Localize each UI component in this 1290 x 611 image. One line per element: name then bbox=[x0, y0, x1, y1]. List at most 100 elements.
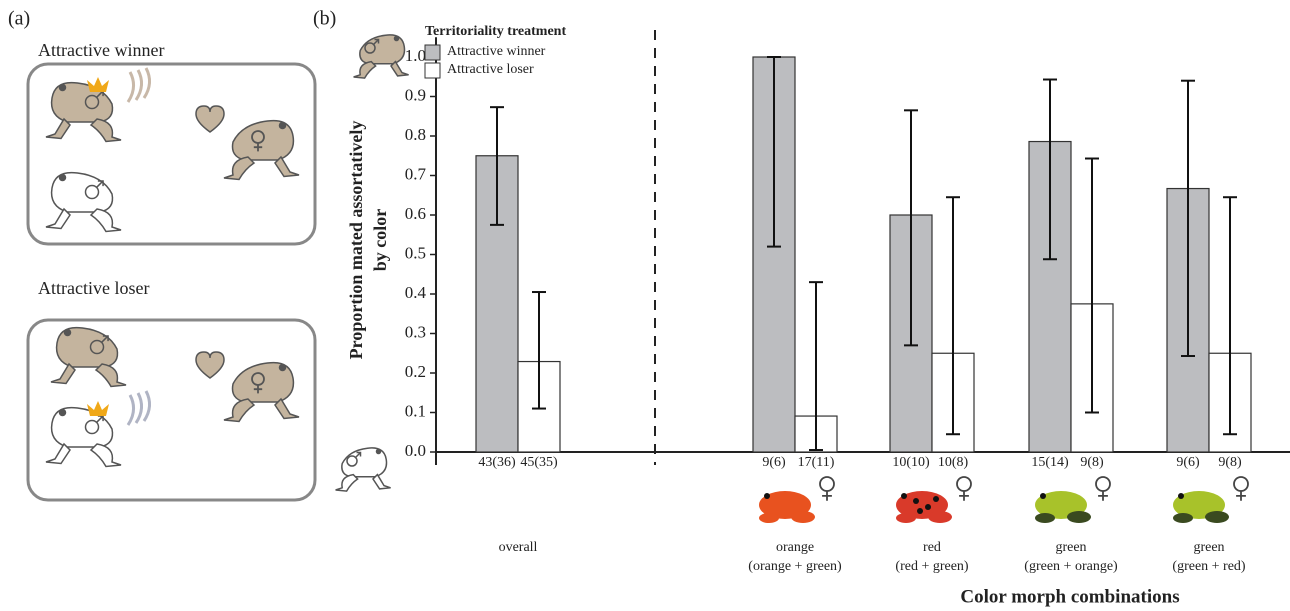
category-label: green bbox=[1193, 540, 1224, 555]
frog-photo-eye bbox=[901, 493, 907, 499]
female-symbol bbox=[1234, 477, 1248, 491]
y-axis-label: by color bbox=[370, 209, 390, 272]
panel-label: (b) bbox=[313, 8, 336, 30]
frog-leg bbox=[275, 399, 299, 419]
frog-leg bbox=[373, 475, 391, 489]
frog-icon bbox=[51, 328, 126, 387]
y-tick-label: 0.1 bbox=[405, 401, 426, 420]
frog-leg bbox=[96, 364, 126, 387]
figure: (a) Attractive winner Attractive loser (… bbox=[0, 0, 1290, 611]
frog-photo-leg bbox=[759, 513, 779, 523]
legend-swatch bbox=[425, 45, 440, 60]
y-tick-label: 0.5 bbox=[405, 243, 426, 262]
frog-eye bbox=[279, 122, 287, 130]
frog-photo-eye bbox=[764, 493, 770, 499]
frog-photo-eye bbox=[1040, 493, 1046, 499]
sound-wave bbox=[128, 72, 134, 102]
frog-icon bbox=[46, 83, 121, 142]
y-tick-label: 0.9 bbox=[405, 85, 426, 104]
frog-eye bbox=[59, 174, 67, 182]
y-tick-label: 0.7 bbox=[405, 164, 427, 183]
frog-icon bbox=[224, 363, 299, 422]
x-axis-label: Color morph combinations bbox=[960, 586, 1179, 607]
heart bbox=[196, 106, 224, 132]
female-symbol bbox=[957, 477, 971, 491]
legend-swatch bbox=[425, 63, 440, 78]
category-label: green bbox=[1055, 540, 1086, 555]
scenario-title: Attractive loser bbox=[38, 278, 149, 298]
y-tick-label: 0.0 bbox=[405, 441, 426, 460]
y-tick-label: 0.4 bbox=[405, 283, 427, 302]
frog-photo-eye bbox=[1178, 493, 1184, 499]
frog-eye bbox=[59, 409, 67, 417]
sample-size: 9(8) bbox=[1218, 455, 1242, 470]
frog-icon bbox=[354, 35, 409, 78]
legend-label: Attractive loser bbox=[447, 62, 534, 77]
frog-icon bbox=[336, 448, 391, 491]
sample-size: 9(6) bbox=[762, 455, 786, 470]
sound-wave bbox=[128, 395, 134, 425]
frog-leg bbox=[46, 209, 70, 229]
female-symbol bbox=[820, 477, 834, 491]
category-label: red bbox=[923, 540, 941, 555]
category-label: orange bbox=[776, 540, 814, 555]
frog-leg bbox=[91, 444, 121, 467]
frog-photo-spot bbox=[933, 496, 939, 502]
category-note: (orange + green) bbox=[748, 559, 842, 574]
sample-size: 9(8) bbox=[1080, 455, 1104, 470]
frog-photo-spot bbox=[917, 508, 923, 514]
frog-photo-spot bbox=[913, 498, 919, 504]
sample-size: 10(10) bbox=[892, 455, 930, 470]
frog-leg bbox=[224, 399, 254, 422]
frog-photo-leg bbox=[791, 511, 815, 523]
frog-photo-spot bbox=[925, 504, 931, 510]
sample-size: 17(11) bbox=[798, 455, 835, 470]
frog-icon bbox=[224, 121, 299, 180]
frog-photo-leg bbox=[1035, 513, 1055, 523]
category-note: (red + green) bbox=[895, 559, 969, 574]
category-label: overall bbox=[499, 540, 538, 555]
frog-eye bbox=[394, 36, 400, 42]
y-tick-label: 0.6 bbox=[405, 204, 426, 223]
sound-wave bbox=[136, 70, 142, 100]
scenario-title: Attractive winner bbox=[38, 40, 164, 60]
frog-icon bbox=[46, 408, 121, 467]
category-note: (green + red) bbox=[1172, 559, 1246, 574]
frog-photo-leg bbox=[896, 513, 916, 523]
frog-leg bbox=[51, 364, 75, 384]
frog-icon bbox=[46, 173, 121, 232]
frog-eye bbox=[376, 449, 382, 455]
sound-wave bbox=[136, 393, 142, 423]
y-tick-label: 1.0 bbox=[405, 46, 426, 65]
legend-title: Territoriality treatment bbox=[425, 24, 566, 39]
y-axis-label: Proportion mated assortatively bbox=[346, 121, 366, 360]
frog-photo-leg bbox=[1173, 513, 1193, 523]
frog-eye bbox=[64, 329, 72, 337]
y-tick-label: 0.3 bbox=[405, 322, 426, 341]
frog-leg bbox=[354, 62, 376, 79]
frog-photo-leg bbox=[1067, 511, 1091, 523]
crown bbox=[87, 401, 109, 416]
female-symbol bbox=[1096, 477, 1110, 491]
frog-leg bbox=[46, 119, 70, 139]
frog-photo-leg bbox=[1205, 511, 1229, 523]
sample-size: 43(36) bbox=[478, 455, 516, 470]
sample-size: 10(8) bbox=[938, 455, 969, 470]
frog-leg bbox=[91, 209, 121, 232]
frog-leg bbox=[336, 475, 358, 492]
y-tick-label: 0.8 bbox=[405, 125, 426, 144]
female-symbol bbox=[822, 491, 832, 501]
legend-label: Attractive winner bbox=[447, 44, 546, 59]
frog-eye bbox=[279, 364, 287, 372]
panel-label: (a) bbox=[8, 8, 30, 30]
sample-size: 45(35) bbox=[520, 455, 558, 470]
sound-wave bbox=[144, 68, 150, 98]
sample-size: 9(6) bbox=[1176, 455, 1200, 470]
frog-eye bbox=[59, 84, 67, 92]
female-symbol bbox=[1236, 491, 1246, 501]
sound-wave bbox=[144, 391, 150, 421]
frog-leg bbox=[46, 444, 70, 464]
sample-size: 15(14) bbox=[1031, 455, 1069, 470]
frog-leg bbox=[275, 157, 299, 177]
female-symbol bbox=[1098, 491, 1108, 501]
